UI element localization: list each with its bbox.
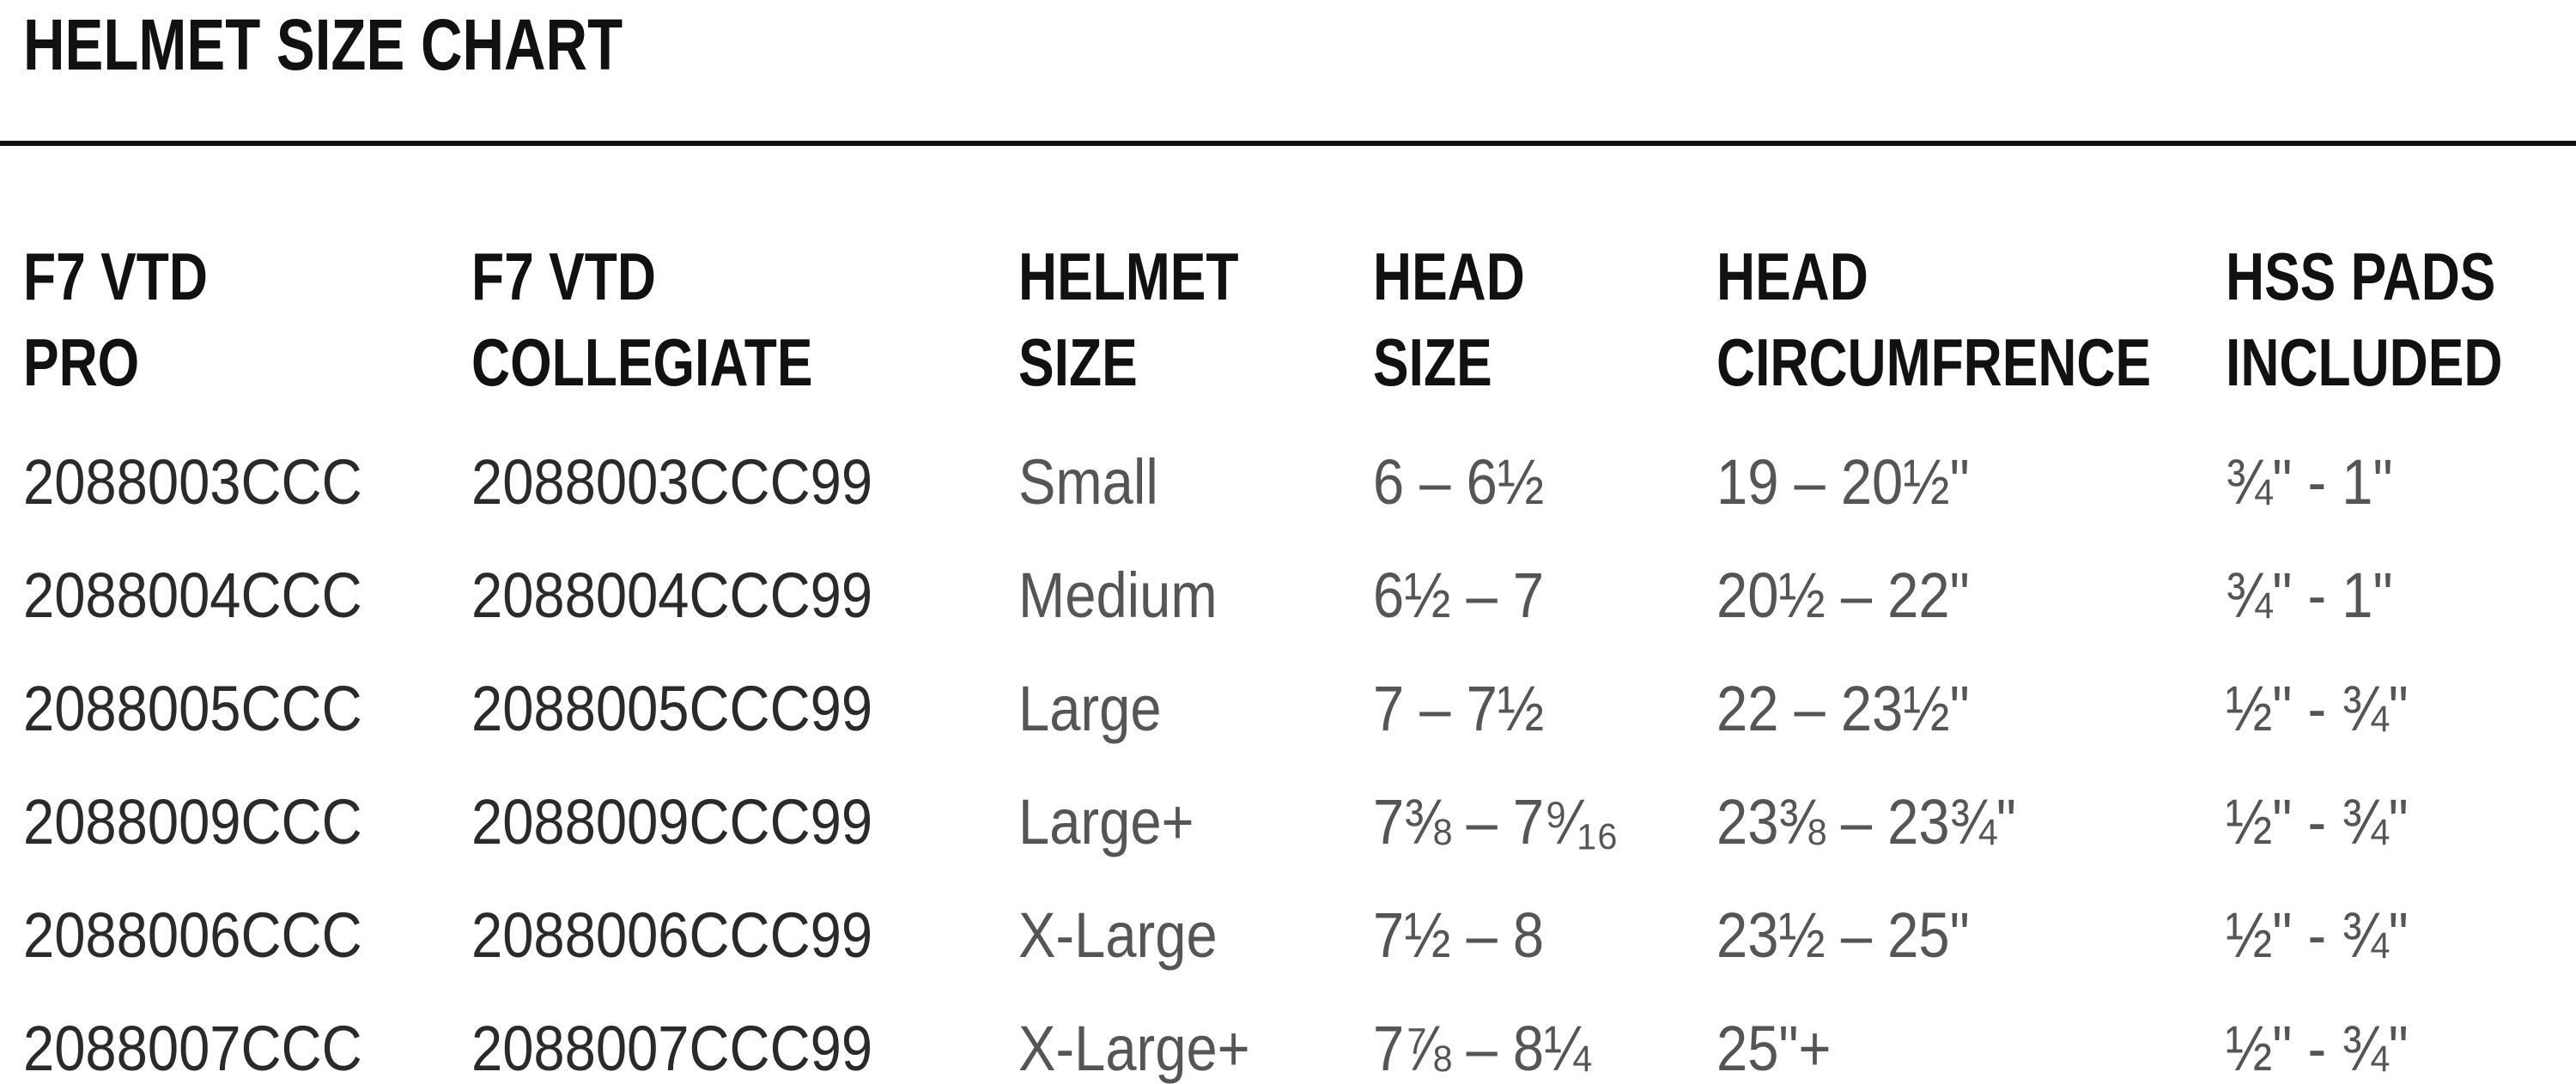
cell-head-size: 7½ – 8 <box>1373 899 1545 971</box>
header-line: CIRCUMFRENCE <box>1716 324 2152 400</box>
cell-helmet-size: Small <box>1018 446 1158 518</box>
cell-hss-pads: ¾" - 1" <box>2226 560 2393 631</box>
cell-head-circumference: 22 – 23½" <box>1716 673 1970 744</box>
cell-head-size: 6 – 6½ <box>1373 446 1545 518</box>
cell-pro-part: 2088007CCC <box>23 1013 362 1084</box>
header-line: HELMET <box>1018 239 1239 314</box>
cell-helmet-size: X-Large <box>1018 899 1218 971</box>
cell-collegiate-part: 2088009CCC99 <box>471 786 873 857</box>
cell-hss-pads: ½" - ¾" <box>2226 673 2409 744</box>
cell-head-circumference: 19 – 20½" <box>1716 446 1970 518</box>
header-line: F7 VTD <box>23 239 208 314</box>
cell-hss-pads: ½" - ¾" <box>2226 899 2409 971</box>
header-line: HEAD <box>1716 239 1868 314</box>
column-header-hss-pads: HSS PADS INCLUDED <box>2226 233 2502 405</box>
header-line: HEAD <box>1373 239 1525 314</box>
column-header-collegiate-part: F7 VTD COLLEGIATE <box>471 233 813 405</box>
cell-collegiate-part: 2088007CCC99 <box>471 1013 873 1084</box>
cell-collegiate-part: 2088003CCC99 <box>471 446 873 518</box>
cell-hss-pads: ½" - ¾" <box>2226 1013 2409 1084</box>
column-header-pro-part: F7 VTD PRO <box>23 233 208 405</box>
cell-pro-part: 2088003CCC <box>23 446 362 518</box>
header-line: COLLEGIATE <box>471 324 813 400</box>
cell-head-size: 7 – 7½ <box>1373 673 1545 744</box>
column-header-head-size: HEAD SIZE <box>1373 233 1525 405</box>
cell-collegiate-part: 2088006CCC99 <box>471 899 873 971</box>
cell-head-circumference: 20½ – 22" <box>1716 560 1970 631</box>
cell-head-size: 7⅜ – 7⁹⁄₁₆ <box>1373 786 1619 857</box>
cell-pro-part: 2088005CCC <box>23 673 362 744</box>
cell-hss-pads: ¾" - 1" <box>2226 446 2393 518</box>
header-line: SIZE <box>1018 324 1138 400</box>
cell-collegiate-part: 2088005CCC99 <box>471 673 873 744</box>
cell-pro-part: 2088009CCC <box>23 786 362 857</box>
cell-helmet-size: X-Large+ <box>1018 1013 1250 1084</box>
column-header-head-circumference: HEAD CIRCUMFRENCE <box>1716 233 2151 405</box>
cell-pro-part: 2088004CCC <box>23 560 362 631</box>
cell-helmet-size: Medium <box>1018 560 1218 631</box>
cell-pro-part: 2088006CCC <box>23 899 362 971</box>
header-line: SIZE <box>1373 324 1492 400</box>
cell-head-circumference: 23⅜ – 23¾" <box>1716 786 2017 857</box>
page-title: HELMET SIZE CHART <box>23 4 623 85</box>
cell-hss-pads: ½" - ¾" <box>2226 786 2409 857</box>
header-line: PRO <box>23 324 140 400</box>
divider <box>0 141 2576 146</box>
cell-head-circumference: 25"+ <box>1716 1013 1832 1084</box>
header-line: INCLUDED <box>2226 324 2503 400</box>
cell-head-size: 7⅞ – 8¼ <box>1373 1013 1591 1084</box>
header-line: HSS PADS <box>2226 239 2496 314</box>
cell-helmet-size: Large <box>1018 673 1162 744</box>
cell-head-circumference: 23½ – 25" <box>1716 899 1970 971</box>
cell-helmet-size: Large+ <box>1018 786 1194 857</box>
column-header-helmet-size: HELMET SIZE <box>1018 233 1239 405</box>
header-line: F7 VTD <box>471 239 656 314</box>
cell-head-size: 6½ – 7 <box>1373 560 1545 631</box>
cell-collegiate-part: 2088004CCC99 <box>471 560 873 631</box>
